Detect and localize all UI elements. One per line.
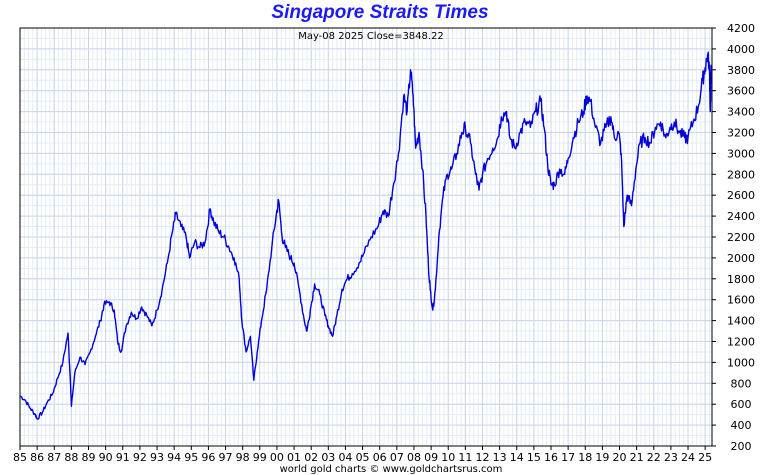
y-tick-label: 3200: [727, 127, 755, 140]
y-tick-label: 3600: [727, 85, 755, 98]
y-tick-label: 400: [731, 419, 752, 432]
x-tick-label: 07: [390, 451, 404, 464]
x-tick-label: 97: [219, 451, 233, 464]
grid: [19, 27, 712, 447]
x-tick-label: 23: [664, 451, 678, 464]
y-tick-label: 2200: [727, 231, 755, 244]
x-tick-label: 01: [287, 451, 301, 464]
y-tick-label: 3400: [727, 106, 755, 119]
x-tick-label: 14: [510, 451, 524, 464]
x-tick-label: 24: [681, 451, 695, 464]
y-tick-label: 3000: [727, 147, 755, 160]
x-tick-label: 87: [47, 451, 61, 464]
chart-title: Singapore Straits Times: [271, 2, 489, 23]
x-tick-label: 19: [595, 451, 609, 464]
x-tick-label: 03: [321, 451, 335, 464]
series: [19, 51, 712, 420]
x-tick-label: 86: [30, 451, 44, 464]
x-tick-label: 08: [407, 451, 421, 464]
x-tick-label: 25: [698, 451, 712, 464]
x-tick-label: 05: [356, 451, 370, 464]
x-tick-label: 18: [578, 451, 592, 464]
x-tick-label: 88: [64, 451, 78, 464]
axes: [19, 27, 716, 450]
x-tick-label: 91: [116, 451, 130, 464]
y-tick-label: 2600: [727, 189, 755, 202]
x-tick-label: 10: [441, 451, 455, 464]
x-tick-label: 21: [630, 451, 644, 464]
x-tick-label: 22: [647, 451, 661, 464]
x-tick-label: 93: [150, 451, 164, 464]
x-tick-label: 06: [373, 451, 387, 464]
x-tick-label: 16: [544, 451, 558, 464]
footer-credit: world gold charts © www.goldchartsrus.co…: [280, 464, 503, 475]
y-tick-label: 1800: [727, 273, 755, 286]
x-tick-label: 96: [201, 451, 215, 464]
y-tick-label: 1600: [727, 294, 755, 307]
x-tick-label: 89: [82, 451, 96, 464]
y-tick-label: 2800: [727, 168, 755, 181]
x-tick-label: 00: [270, 451, 284, 464]
y-tick-label: 1000: [727, 356, 755, 369]
x-tick-label: 90: [99, 451, 113, 464]
x-tick-label: 85: [13, 451, 27, 464]
x-tick-label: 15: [527, 451, 541, 464]
x-tick-label: 13: [493, 451, 507, 464]
x-tick-label: 99: [253, 451, 267, 464]
y-tick-label: 4200: [727, 22, 755, 35]
y-tick-label: 3800: [727, 64, 755, 77]
x-tick-label: 11: [458, 451, 472, 464]
x-tick-label: 09: [424, 451, 438, 464]
x-tick-label: 95: [184, 451, 198, 464]
x-tick-label: 17: [561, 451, 575, 464]
x-tick-label: 20: [613, 451, 627, 464]
x-tick-label: 92: [133, 451, 147, 464]
y-tick-label: 2000: [727, 252, 755, 265]
x-tick-label: 12: [475, 451, 489, 464]
x-tick-label: 98: [236, 451, 250, 464]
y-tick-label: 2400: [727, 210, 755, 223]
x-tick-label: 02: [304, 451, 318, 464]
y-tick-label: 200: [731, 440, 752, 453]
y-tick-label: 4000: [727, 43, 755, 56]
y-tick-label: 600: [731, 398, 752, 411]
x-tick-label: 94: [167, 451, 181, 464]
y-tick-label: 1400: [727, 315, 755, 328]
subtitle: May-08 2025 Close=3848.22: [298, 31, 444, 42]
x-tick-label: 04: [338, 451, 352, 464]
series-line: [19, 51, 712, 420]
y-tick-label: 1200: [727, 336, 755, 349]
y-tick-label: 800: [731, 377, 752, 390]
labels: 85 86 87 88 89 90 91 92 93 94 95 96 97 98 99 00 01 02 03 04…: [13, 22, 755, 475]
